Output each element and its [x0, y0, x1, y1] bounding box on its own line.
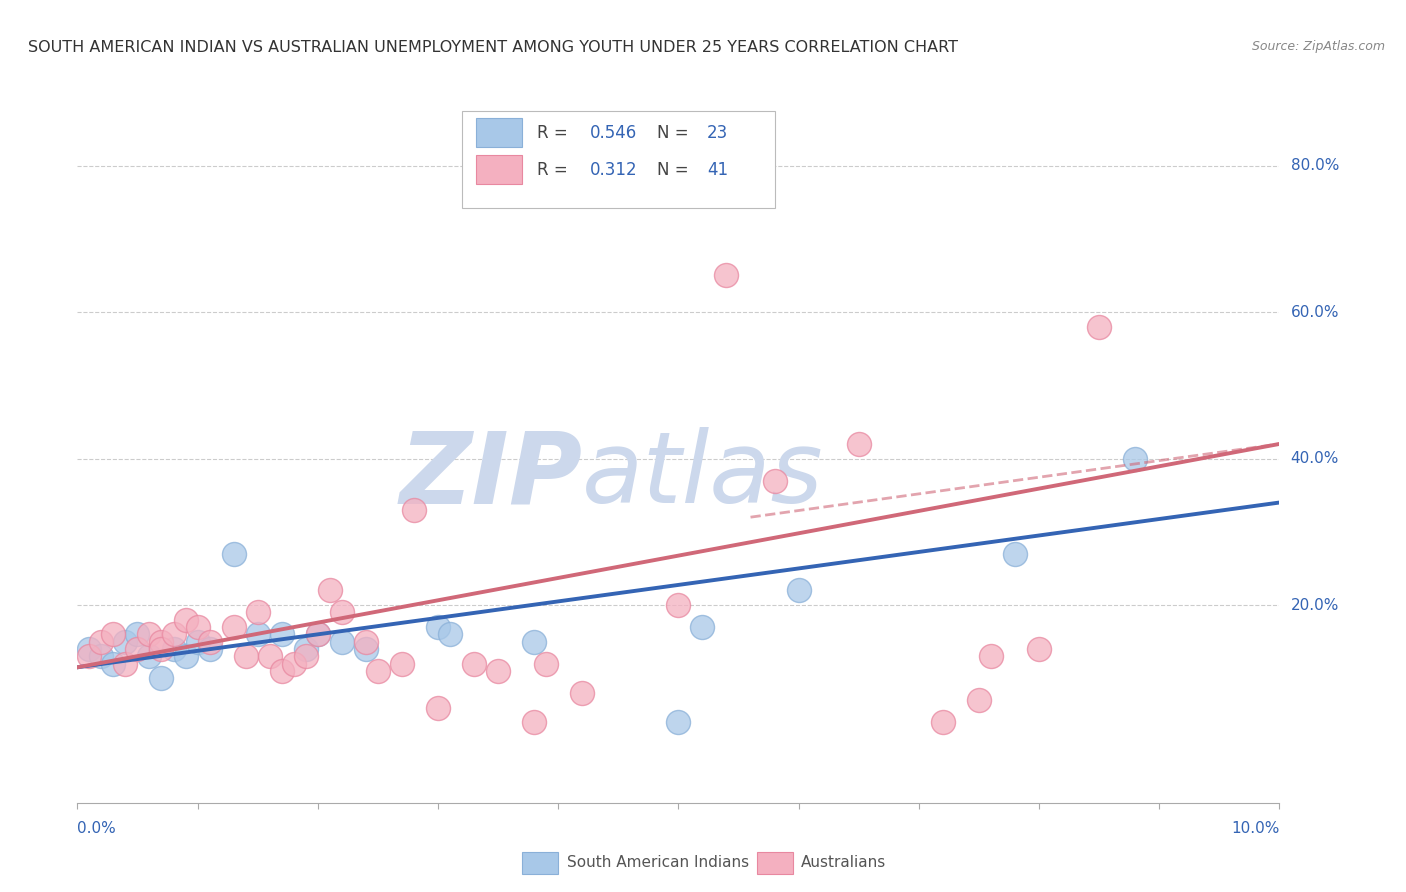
- Point: [246, 627, 269, 641]
- Point: [716, 268, 738, 283]
- Text: 23: 23: [707, 124, 728, 142]
- Point: [354, 642, 377, 657]
- Text: 80.0%: 80.0%: [1291, 158, 1339, 173]
- Point: [90, 634, 112, 648]
- Point: [307, 627, 329, 641]
- Point: [114, 657, 136, 671]
- Point: [114, 634, 136, 648]
- Text: 60.0%: 60.0%: [1291, 304, 1339, 319]
- Point: [79, 649, 101, 664]
- Point: [246, 606, 269, 620]
- Point: [270, 627, 292, 641]
- Point: [79, 642, 101, 657]
- Point: [222, 547, 245, 561]
- Point: [427, 700, 450, 714]
- Text: N =: N =: [657, 124, 693, 142]
- Point: [198, 642, 221, 657]
- Text: atlas: atlas: [582, 427, 824, 524]
- Point: [523, 634, 546, 648]
- Point: [980, 649, 1002, 664]
- Point: [330, 634, 353, 648]
- Point: [763, 474, 786, 488]
- Text: 40.0%: 40.0%: [1291, 451, 1339, 467]
- Point: [283, 657, 305, 671]
- Point: [967, 693, 990, 707]
- Point: [150, 634, 173, 648]
- Point: [486, 664, 509, 678]
- Point: [127, 627, 149, 641]
- Point: [391, 657, 413, 671]
- Point: [319, 583, 342, 598]
- Point: [259, 649, 281, 664]
- Point: [174, 649, 197, 664]
- Point: [174, 613, 197, 627]
- Point: [1004, 547, 1026, 561]
- Point: [150, 642, 173, 657]
- Text: 41: 41: [707, 161, 728, 178]
- Point: [439, 627, 461, 641]
- Point: [186, 634, 209, 648]
- Point: [162, 642, 184, 657]
- Text: 0.546: 0.546: [589, 124, 637, 142]
- Point: [534, 657, 557, 671]
- Point: [198, 634, 221, 648]
- Point: [294, 649, 316, 664]
- Point: [427, 620, 450, 634]
- Text: SOUTH AMERICAN INDIAN VS AUSTRALIAN UNEMPLOYMENT AMONG YOUTH UNDER 25 YEARS CORR: SOUTH AMERICAN INDIAN VS AUSTRALIAN UNEM…: [28, 40, 957, 55]
- Point: [402, 503, 425, 517]
- Point: [307, 627, 329, 641]
- Text: Australians: Australians: [801, 855, 886, 870]
- Point: [330, 606, 353, 620]
- Point: [367, 664, 389, 678]
- Text: 0.0%: 0.0%: [77, 822, 117, 836]
- Point: [463, 657, 485, 671]
- Point: [138, 649, 160, 664]
- Text: 0.312: 0.312: [589, 161, 637, 178]
- Point: [222, 620, 245, 634]
- Text: R =: R =: [537, 124, 572, 142]
- Point: [1123, 451, 1146, 466]
- FancyBboxPatch shape: [477, 118, 522, 147]
- Point: [523, 715, 546, 730]
- Point: [692, 620, 714, 634]
- Text: N =: N =: [657, 161, 693, 178]
- FancyBboxPatch shape: [756, 852, 793, 874]
- Text: South American Indians: South American Indians: [567, 855, 749, 870]
- FancyBboxPatch shape: [463, 111, 775, 208]
- Point: [354, 634, 377, 648]
- Point: [150, 671, 173, 685]
- Point: [103, 657, 125, 671]
- Point: [668, 598, 690, 612]
- Text: ZIP: ZIP: [399, 427, 582, 524]
- FancyBboxPatch shape: [477, 155, 522, 185]
- Point: [138, 627, 160, 641]
- Point: [270, 664, 292, 678]
- Point: [162, 627, 184, 641]
- Text: Source: ZipAtlas.com: Source: ZipAtlas.com: [1251, 40, 1385, 54]
- Point: [186, 620, 209, 634]
- Text: R =: R =: [537, 161, 572, 178]
- Text: 10.0%: 10.0%: [1232, 822, 1279, 836]
- Point: [668, 715, 690, 730]
- Point: [103, 627, 125, 641]
- FancyBboxPatch shape: [522, 852, 558, 874]
- Point: [571, 686, 593, 700]
- Point: [932, 715, 955, 730]
- Point: [787, 583, 810, 598]
- Point: [1028, 642, 1050, 657]
- Text: 20.0%: 20.0%: [1291, 598, 1339, 613]
- Point: [1088, 319, 1111, 334]
- Point: [294, 642, 316, 657]
- Point: [848, 437, 870, 451]
- Point: [235, 649, 257, 664]
- Point: [127, 642, 149, 657]
- Point: [90, 649, 112, 664]
